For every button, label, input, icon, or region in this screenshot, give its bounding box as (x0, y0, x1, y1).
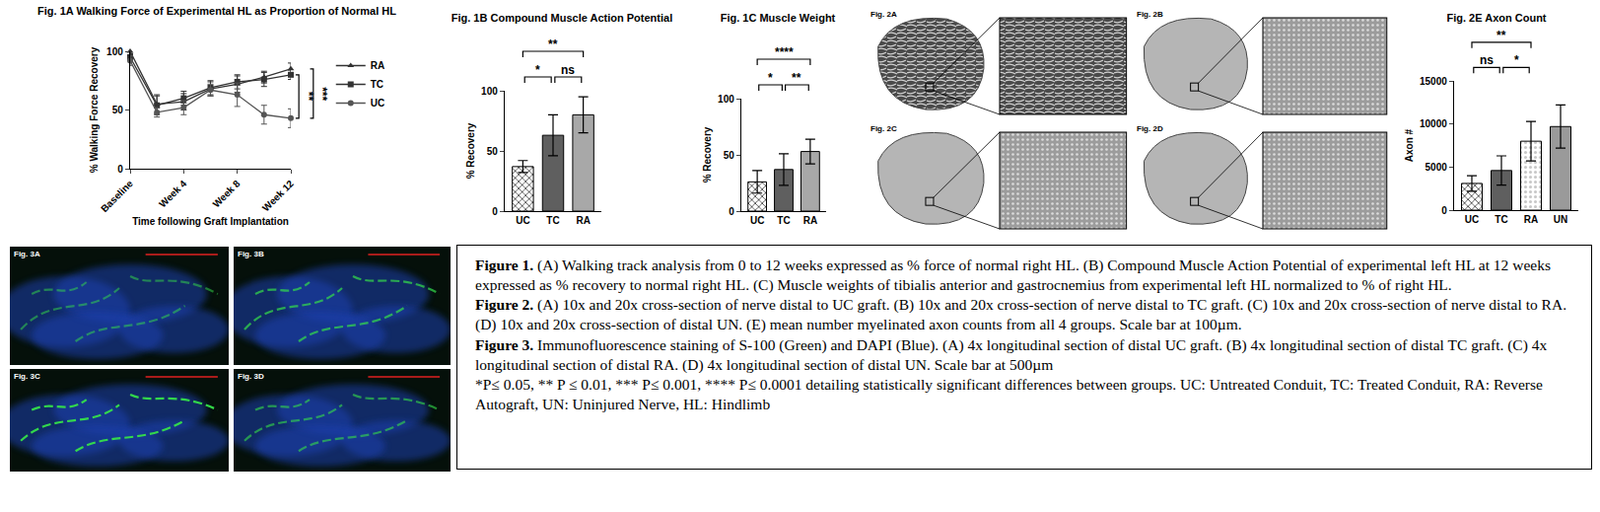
svg-text:****: **** (774, 45, 794, 60)
svg-text:TC: TC (546, 214, 559, 226)
svg-text:% Recovery: % Recovery (465, 122, 477, 179)
svg-text:0: 0 (491, 206, 498, 217)
html-text:Figure 2. (A) 10x and 20x cros: Figure 2. (A) 10x and 20x cross-section … (475, 296, 1567, 333)
svg-text:Week 4: Week 4 (156, 177, 189, 209)
html-text:Figure 1. (A) Walking track an: Figure 1. (A) Walking track analysis fro… (475, 256, 1551, 293)
svg-text:Fig. 3B: Fig. 3B (237, 249, 265, 259)
svg-text:RA: RA (1524, 213, 1538, 225)
svg-text:Fig. 1C Muscle Weight: Fig. 1C Muscle Weight (720, 11, 836, 24)
svg-text:5000: 5000 (1425, 161, 1449, 173)
svg-text:TC: TC (370, 78, 384, 90)
svg-text:UC: UC (515, 214, 530, 226)
svg-text:10000: 10000 (1419, 118, 1448, 130)
svg-text:**: ** (301, 91, 316, 102)
svg-text:Baseline: Baseline (98, 177, 136, 214)
html-text:*P≤ 0.05, ** P ≤ 0.01, *** P≤: *P≤ 0.05, ** P ≤ 0.01, *** P≤ 0.001, ***… (475, 375, 1543, 413)
svg-text:50: 50 (486, 145, 499, 157)
svg-text:UC: UC (370, 97, 385, 109)
svg-text:Fig. 2E Axon Count: Fig. 2E Axon Count (1446, 11, 1546, 24)
svg-text:TC: TC (776, 214, 790, 226)
svg-text:50: 50 (723, 149, 736, 161)
svg-text:RA: RA (575, 214, 590, 226)
svg-text:Fig. 2B: Fig. 2B (1136, 9, 1164, 19)
svg-text:Fig. 3D: Fig. 3D (237, 371, 265, 381)
svg-text:15000: 15000 (1419, 75, 1448, 87)
svg-text:RA: RA (803, 214, 818, 226)
svg-text:**: ** (1496, 28, 1507, 43)
svg-text:Fig. 3C: Fig. 3C (13, 371, 41, 381)
svg-text:0: 0 (1441, 205, 1448, 216)
svg-text:100: 100 (481, 85, 498, 97)
svg-text:Fig. 2A: Fig. 2A (870, 9, 898, 19)
svg-text:Fig. 1A Walking Force of Exper: Fig. 1A Walking Force of Experimental HL… (37, 4, 397, 17)
svg-text:0: 0 (117, 163, 124, 175)
svg-text:*: * (535, 63, 541, 77)
svg-text:Fig. 1B Compound Muscle Action: Fig. 1B Compound Muscle Action Potential (451, 11, 674, 24)
html-text:Figure 3. Immunofluorescence s: Figure 3. Immunofluorescence staining of… (475, 335, 1547, 373)
svg-text:0: 0 (728, 206, 735, 217)
svg-text:*: * (1514, 53, 1520, 68)
svg-text:Fig. 3A: Fig. 3A (13, 249, 41, 259)
svg-text:UC: UC (750, 214, 765, 226)
svg-text:Axon #: Axon # (1403, 128, 1415, 162)
svg-text:100: 100 (717, 93, 735, 105)
svg-text:Time following Graft Implantat: Time following Graft Implantation (132, 215, 289, 227)
svg-text:RA: RA (370, 60, 385, 71)
svg-text:**: ** (548, 37, 558, 52)
svg-text:100: 100 (106, 46, 124, 58)
svg-text:Fig. 2D: Fig. 2D (1136, 124, 1164, 134)
svg-text:ns: ns (1479, 53, 1494, 68)
svg-text:***: *** (315, 86, 330, 101)
svg-text:ns: ns (560, 63, 575, 77)
svg-text:Week 8: Week 8 (210, 177, 243, 209)
svg-text:UC: UC (1464, 213, 1479, 225)
svg-text:% Walking Force Recovery: % Walking Force Recovery (88, 46, 100, 173)
svg-text:% Recovery: % Recovery (701, 126, 713, 183)
svg-text:Fig. 2C: Fig. 2C (870, 124, 898, 134)
svg-text:**: ** (791, 70, 802, 85)
svg-text:TC: TC (1494, 213, 1508, 225)
svg-text:*: * (767, 70, 773, 85)
svg-text:50: 50 (112, 104, 125, 116)
svg-text:UN: UN (1553, 213, 1568, 225)
svg-text:Week 12: Week 12 (260, 177, 296, 213)
